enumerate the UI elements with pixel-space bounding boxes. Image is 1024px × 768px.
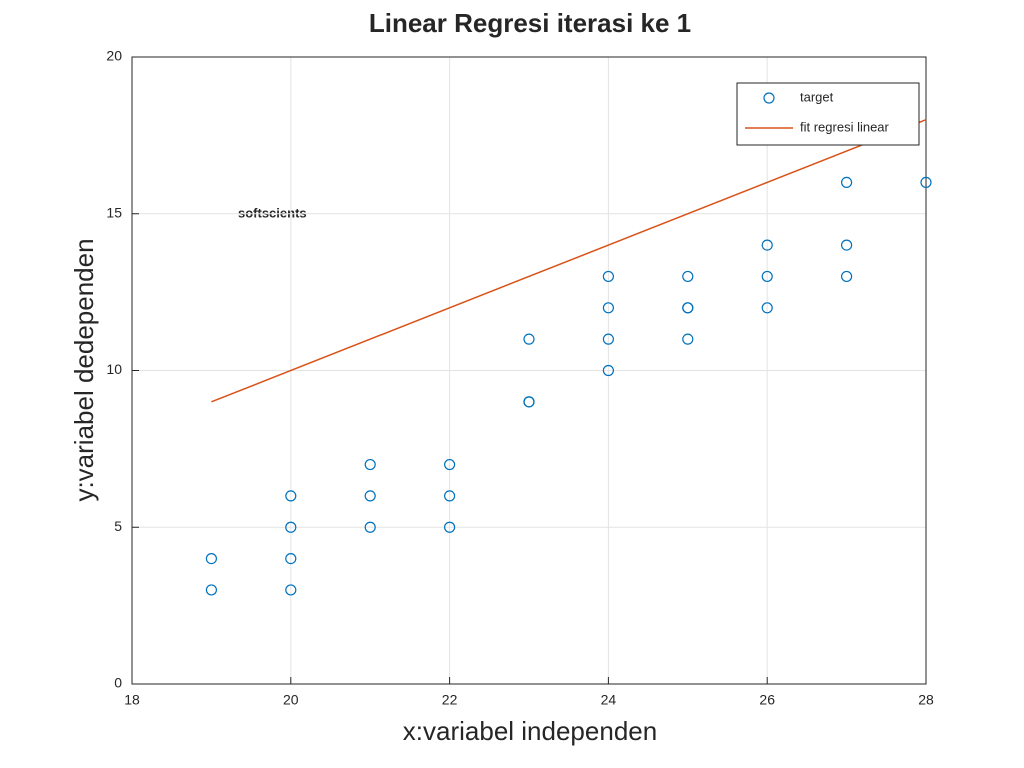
scatter-point [285, 490, 297, 502]
legend-label: target [800, 89, 834, 104]
y-tick-label: 0 [114, 675, 122, 691]
fit-line [211, 119, 927, 403]
scatter-point [444, 521, 456, 533]
scatter-point [602, 302, 615, 314]
scatter-point [761, 270, 773, 283]
scatter-point [285, 521, 297, 533]
y-tick-label: 5 [114, 518, 122, 534]
chart-title: Linear Regresi iterasi ke 1 [369, 8, 691, 38]
scatter-point [364, 458, 376, 471]
plot-frame [131, 56, 927, 685]
scatter-point [840, 176, 853, 188]
legend-label: fit regresi linear [800, 119, 890, 134]
scatter-point [205, 584, 217, 596]
x-tick-label: 24 [601, 692, 617, 708]
x-tick-label: 28 [918, 692, 934, 708]
scatter-point [364, 490, 376, 502]
scatter-point [682, 333, 694, 345]
x-tick-label: 26 [759, 692, 775, 708]
scatter-point [364, 521, 376, 533]
y-tick-label: 20 [106, 48, 122, 64]
scatter-point [523, 333, 535, 345]
scatter-point [205, 552, 217, 565]
scatter-point [444, 490, 456, 502]
x-tick-label: 20 [283, 692, 299, 708]
scatter-point [920, 176, 932, 188]
scatter-point [602, 270, 615, 283]
scatter-point [682, 270, 694, 283]
x-tick-label: 22 [442, 692, 458, 708]
scatter-point [761, 239, 773, 251]
scatter-point [285, 584, 297, 596]
scatter-point [285, 552, 297, 565]
scatter-point [761, 302, 773, 314]
y-tick-label: 15 [106, 204, 122, 220]
scatter-point [602, 364, 615, 377]
y-tick-label: 10 [106, 361, 122, 377]
scatter-point [444, 458, 456, 471]
x-tick-label: 18 [124, 692, 140, 708]
scatter-point [840, 239, 853, 251]
x-axis-label: x:variabel independen [403, 716, 657, 746]
scatter-point [840, 270, 853, 283]
y-axis-label: y:variabel dedependen [69, 238, 99, 501]
legend-symbol [763, 92, 775, 104]
scatter-point [523, 396, 535, 408]
annotation: softscients [238, 205, 307, 220]
legend-box [736, 82, 920, 146]
scatter-point [602, 333, 615, 345]
scatter-point [682, 302, 694, 314]
